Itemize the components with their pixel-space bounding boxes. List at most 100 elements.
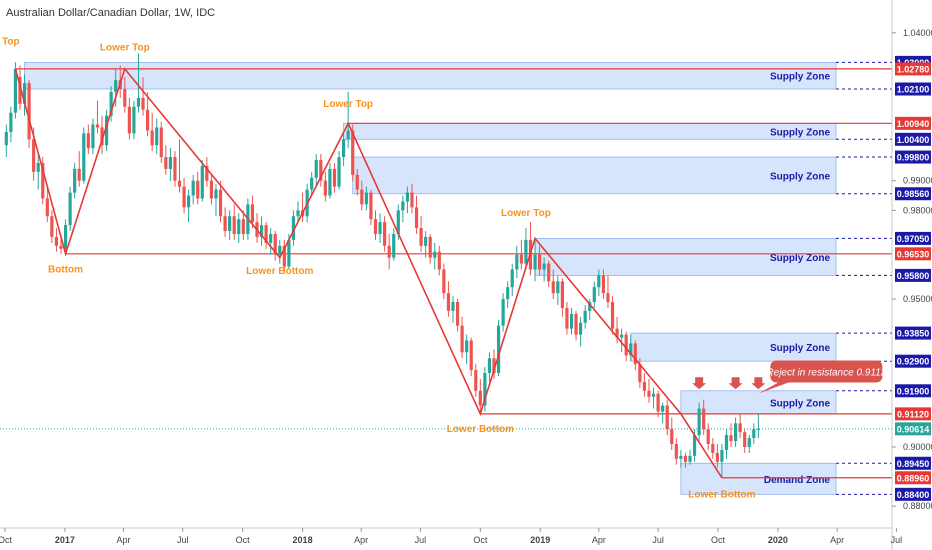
x-tick-label: Jul bbox=[415, 535, 427, 545]
candle-body bbox=[196, 180, 200, 199]
price-badge bbox=[895, 82, 931, 96]
candle-body bbox=[738, 423, 742, 433]
zone-rect bbox=[534, 238, 837, 276]
candle-body bbox=[433, 251, 437, 258]
price-badge-label: 0.95800 bbox=[897, 271, 930, 281]
candle-body bbox=[674, 444, 678, 459]
candle-body bbox=[259, 225, 264, 237]
candle-body bbox=[378, 222, 382, 234]
chart-title: Australian Dollar/Canadian Dollar, 1W, I… bbox=[6, 7, 215, 19]
candle-body bbox=[341, 139, 346, 158]
candle-body bbox=[296, 210, 300, 217]
x-tick-label: Apr bbox=[354, 535, 368, 545]
candle-body bbox=[109, 91, 113, 116]
price-badge bbox=[895, 456, 931, 470]
candle-body bbox=[136, 97, 141, 107]
price-badge bbox=[895, 422, 931, 436]
candle-body bbox=[679, 455, 683, 459]
candle-body bbox=[633, 343, 637, 365]
candle-body bbox=[401, 201, 405, 211]
callout-pointer bbox=[758, 382, 789, 394]
candle-body bbox=[688, 455, 692, 462]
candle-body bbox=[747, 438, 751, 447]
candle-body bbox=[269, 233, 273, 243]
candle-body bbox=[620, 334, 624, 338]
x-tick-label: Jul bbox=[652, 535, 664, 545]
candle-body bbox=[592, 287, 596, 303]
price-badge-label: 0.91900 bbox=[897, 386, 930, 396]
candle-body bbox=[752, 429, 756, 439]
price-badge bbox=[895, 187, 931, 201]
candle-body bbox=[583, 310, 587, 323]
candle-body bbox=[127, 106, 131, 134]
candle-body bbox=[547, 263, 551, 282]
callout-text: Reject in resistance 0.9112 bbox=[766, 368, 886, 379]
candle-body bbox=[743, 432, 747, 447]
candle-body bbox=[282, 245, 286, 267]
x-tick-label: 2019 bbox=[530, 535, 550, 545]
x-tick-label: Apr bbox=[830, 535, 844, 545]
candle-body bbox=[310, 177, 314, 190]
candle-body bbox=[396, 210, 400, 234]
x-tick-label: Apr bbox=[592, 535, 606, 545]
candle-body bbox=[200, 165, 204, 199]
candle-body bbox=[715, 452, 719, 462]
candle-body bbox=[597, 275, 601, 288]
candle-body bbox=[323, 180, 327, 196]
price-badge bbox=[895, 62, 931, 76]
candle-body bbox=[264, 225, 268, 243]
annotation-label: Lower Bottom bbox=[688, 489, 755, 500]
candle-body bbox=[364, 192, 368, 205]
candle-body bbox=[542, 263, 546, 270]
candle-body bbox=[665, 405, 669, 430]
candle-body bbox=[150, 130, 154, 146]
x-axis: Oct 2017 Apr Jul Oct 2018 Apr Jul Oct 2019 Apr Jul O… bbox=[0, 527, 903, 545]
candle-body bbox=[733, 423, 738, 442]
candle-body bbox=[474, 370, 478, 391]
candle-body bbox=[187, 195, 191, 208]
candle-body bbox=[250, 204, 255, 223]
candle-body bbox=[487, 358, 492, 374]
candle-body bbox=[314, 160, 318, 178]
annotation-label: Top bbox=[2, 37, 20, 48]
candle-body bbox=[606, 293, 610, 303]
zone-label: Supply Zone bbox=[770, 127, 830, 138]
price-badge-label: 0.89450 bbox=[897, 459, 930, 469]
candle-body bbox=[9, 112, 13, 132]
x-tick-label: Jul bbox=[891, 535, 903, 545]
candle-body bbox=[651, 393, 656, 397]
price-badge bbox=[895, 268, 931, 282]
zone-rect bbox=[680, 462, 837, 495]
candle-body bbox=[182, 186, 186, 208]
candle-body bbox=[478, 390, 482, 406]
candle-body bbox=[419, 228, 423, 246]
candle-body bbox=[414, 207, 419, 229]
price-badge-label: 0.97050 bbox=[897, 234, 930, 244]
candle-body bbox=[237, 219, 241, 234]
x-tick-label: Oct bbox=[711, 535, 726, 545]
x-tick-label: Jul bbox=[177, 535, 189, 545]
candle-body bbox=[424, 236, 428, 246]
candle-body bbox=[205, 165, 209, 181]
annotation-label: Lower Top bbox=[323, 99, 373, 110]
candle-body bbox=[18, 77, 22, 104]
candle-body bbox=[132, 106, 136, 134]
candle-body bbox=[638, 364, 642, 382]
price-badge-label: 1.02780 bbox=[897, 64, 930, 74]
x-tick-label: 2020 bbox=[768, 535, 788, 545]
candle-body bbox=[328, 168, 332, 196]
candle-body bbox=[123, 89, 127, 107]
candle-body bbox=[68, 192, 72, 226]
candle-body bbox=[351, 130, 355, 175]
annotation-label: Lower Top bbox=[100, 43, 150, 54]
candle-body bbox=[36, 162, 40, 172]
candle-body bbox=[218, 189, 223, 217]
zones: Supply Zone Supply Zone Supply Zone Supply … bbox=[24, 61, 837, 495]
candle-body bbox=[451, 302, 455, 311]
candle-body bbox=[346, 130, 350, 140]
candle-body bbox=[588, 302, 592, 311]
